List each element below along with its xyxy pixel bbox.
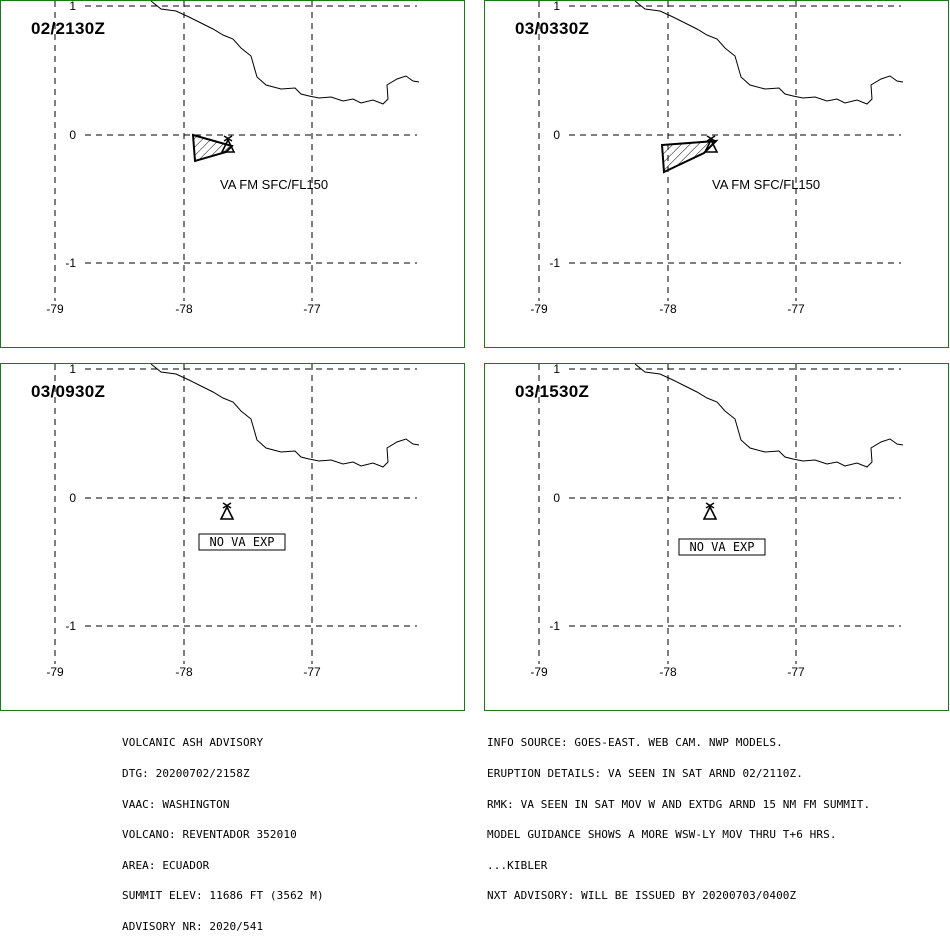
ash-label: VA FM SFC/FL150 [220, 177, 328, 192]
coastline [150, 1, 420, 105]
lon-label: -79 [46, 665, 64, 679]
advisory-line: RMK: VA SEEN IN SAT MOV W AND EXTDG ARND… [487, 797, 871, 811]
volcano-icon [703, 135, 719, 153]
advisory-line: VOLCANO: REVENTADOR 352010 [122, 828, 297, 842]
advisory-line: VAAC: WASHINGTON [122, 797, 230, 811]
no-ash-label: NO VA EXP [689, 540, 754, 554]
lat-label: 0 [69, 491, 76, 505]
lat-label: 0 [553, 491, 560, 505]
map-panel-1: 02/2130Z -79 -78 -77 1 0 -1 VA FM SFC/FL150 [0, 0, 465, 348]
advisory-line: ...KIBLER [487, 858, 548, 872]
map-canvas: -79 -78 -77 1 0 -1 VA FM SFC/FL150 [46, 1, 420, 316]
volcano-icon [702, 502, 718, 520]
lon-label: -77 [787, 302, 805, 316]
map-canvas: -79 -78 -77 1 0 -1 NO VA EXP [530, 364, 904, 679]
no-ash-label: NO VA EXP [209, 535, 274, 549]
advisory-line: NXT ADVISORY: WILL BE ISSUED BY 20200703… [487, 889, 797, 903]
map-panel-4: 03/1530Z -79 -78 -77 1 0 -1 NO VA EXP [484, 363, 949, 711]
lon-label: -78 [659, 302, 677, 316]
advisory-right: INFO SOURCE: GOES-EAST. WEB CAM. NWP MOD… [487, 718, 870, 912]
volcano-icon [219, 502, 235, 520]
lon-label: -79 [530, 665, 548, 679]
lat-label: -1 [65, 256, 76, 270]
lat-label: 0 [69, 128, 76, 142]
panel-time: 03/1530Z [515, 382, 590, 401]
panel-time: 03/0330Z [515, 19, 590, 38]
map-canvas: -79 -78 -77 1 0 -1 VA FM SFC/FL150 [530, 1, 904, 316]
advisory-line: ADVISORY NR: 2020/541 [122, 919, 264, 933]
map-panel-3: 03/0930Z -79 -78 -77 1 0 -1 NO VA EXP [0, 363, 465, 711]
advisory-line: DTG: 20200702/2158Z [122, 767, 250, 780]
advisory-line: MODEL GUIDANCE SHOWS A MORE WSW-LY MOV T… [487, 828, 837, 842]
no-ash-box [678, 538, 766, 556]
lon-label: -77 [303, 665, 321, 679]
advisory-line: INFO SOURCE: GOES-EAST. WEB CAM. NWP MOD… [487, 736, 783, 750]
lon-label: -78 [659, 665, 677, 679]
map-panel-2: 03/0330Z -79 -78 -77 1 0 -1 VA FM SFC/FL150 [484, 0, 949, 348]
ash-area [660, 139, 719, 174]
lon-label: -79 [530, 302, 548, 316]
lon-label: -78 [175, 302, 193, 316]
panel-time: 02/2130Z [31, 19, 106, 38]
lat-label: 1 [69, 364, 76, 376]
lat-label: -1 [549, 256, 560, 270]
map-canvas: -79 -78 -77 1 0 -1 NO VA EXP [46, 364, 420, 679]
lat-label: -1 [65, 619, 76, 633]
lon-label: -78 [175, 665, 193, 679]
panel-time: 03/0930Z [31, 382, 106, 401]
advisory-line: ERUPTION DETAILS: VA SEEN IN SAT ARND 02… [487, 767, 803, 780]
lat-label: 1 [553, 1, 560, 13]
ash-label: VA FM SFC/FL150 [712, 177, 820, 192]
coastline [150, 364, 420, 468]
lat-label: 0 [553, 128, 560, 142]
advisory-line: SUMMIT ELEV: 11686 FT (3562 M) [122, 889, 324, 903]
lon-label: -79 [46, 302, 64, 316]
advisory-line: VOLCANIC ASH ADVISORY [122, 736, 264, 750]
advisory-left: VOLCANIC ASH ADVISORY DTG: 20200702/2158… [122, 718, 324, 942]
advisory-line: AREA: ECUADOR [122, 858, 210, 872]
coastline [634, 364, 904, 468]
lat-label: 1 [69, 1, 76, 13]
no-ash-box [198, 533, 286, 551]
lon-label: -77 [303, 302, 321, 316]
lon-label: -77 [787, 665, 805, 679]
lat-label: 1 [553, 364, 560, 376]
volcano-icon [220, 135, 236, 153]
coastline [634, 1, 904, 105]
lat-label: -1 [549, 619, 560, 633]
